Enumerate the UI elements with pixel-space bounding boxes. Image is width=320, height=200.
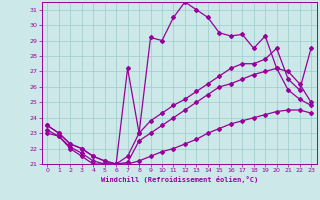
X-axis label: Windchill (Refroidissement éolien,°C): Windchill (Refroidissement éolien,°C) [100,176,258,183]
